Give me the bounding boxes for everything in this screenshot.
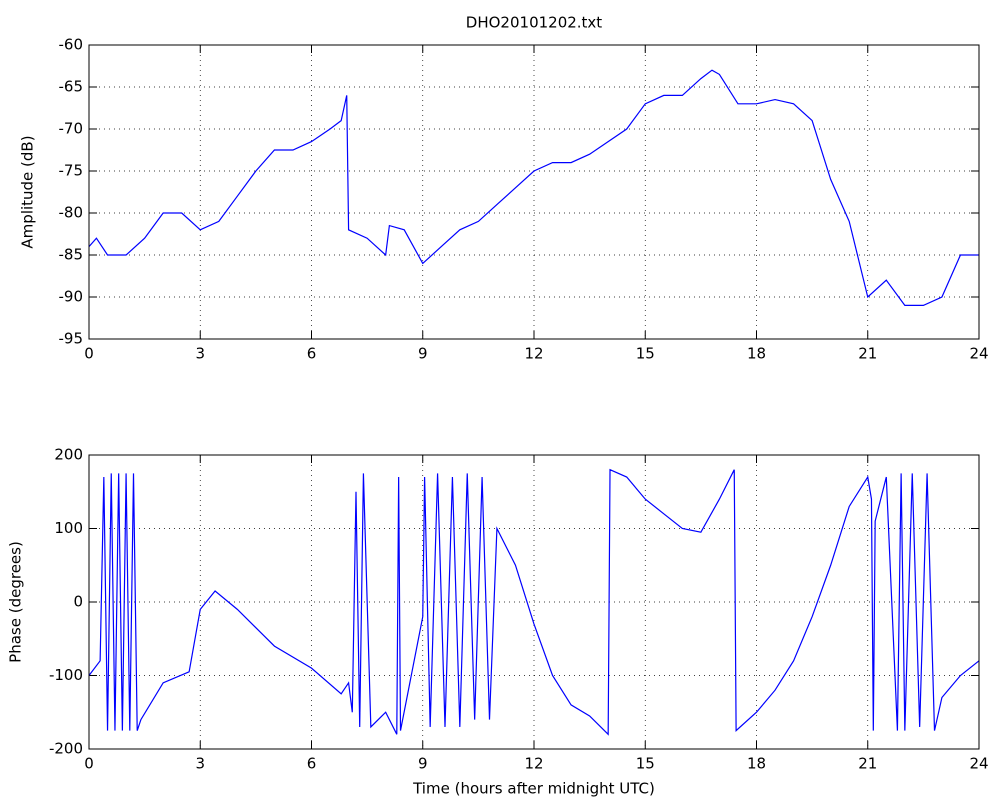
y-tick-label: -60: [59, 36, 84, 54]
x-axis-label: Time (hours after midnight UTC): [412, 780, 655, 798]
x-tick-label: 0: [84, 755, 94, 773]
x-tick-label: 24: [969, 755, 988, 773]
chart-title: DHO20101202.txt: [466, 14, 603, 32]
x-tick-label: 15: [636, 345, 655, 363]
x-tick-label: 3: [195, 345, 205, 363]
data-line: [88, 468, 980, 736]
x-tick-label: 24: [969, 345, 988, 363]
y-tick-label: -95: [59, 330, 84, 348]
y-tick-label: -90: [59, 288, 84, 306]
data-line: [88, 69, 979, 306]
y-tick-label: 200: [54, 446, 83, 464]
y-tick-label: -80: [59, 204, 84, 222]
x-tick-label: 9: [418, 755, 428, 773]
x-tick-label: 3: [195, 755, 205, 773]
x-tick-label: 6: [307, 345, 317, 363]
x-tick-label: 21: [858, 755, 877, 773]
y-tick-label: -85: [59, 246, 84, 264]
y-axis-label: Phase (degrees): [7, 541, 25, 663]
y-axis-label: Amplitude (dB): [19, 135, 37, 248]
y-tick-label: -100: [49, 666, 83, 684]
x-tick-label: 18: [747, 755, 766, 773]
x-tick-label: 0: [84, 345, 94, 363]
y-tick-label: 0: [73, 593, 83, 611]
y-tick-label: -65: [59, 78, 84, 96]
x-tick-label: 12: [524, 345, 543, 363]
plot-area: [89, 45, 979, 339]
y-tick-label: -200: [49, 740, 83, 758]
axes-frame: [88, 44, 980, 340]
axes-frame: [88, 454, 980, 750]
x-tick-label: 15: [636, 755, 655, 773]
x-tick-label: 21: [858, 345, 877, 363]
y-tick-label: -70: [59, 120, 84, 138]
y-tick-label: 100: [54, 519, 83, 537]
x-tick-label: 12: [524, 755, 543, 773]
x-tick-label: 18: [747, 345, 766, 363]
x-tick-label: 6: [307, 755, 317, 773]
y-tick-label: -75: [59, 162, 84, 180]
x-tick-label: 9: [418, 345, 428, 363]
